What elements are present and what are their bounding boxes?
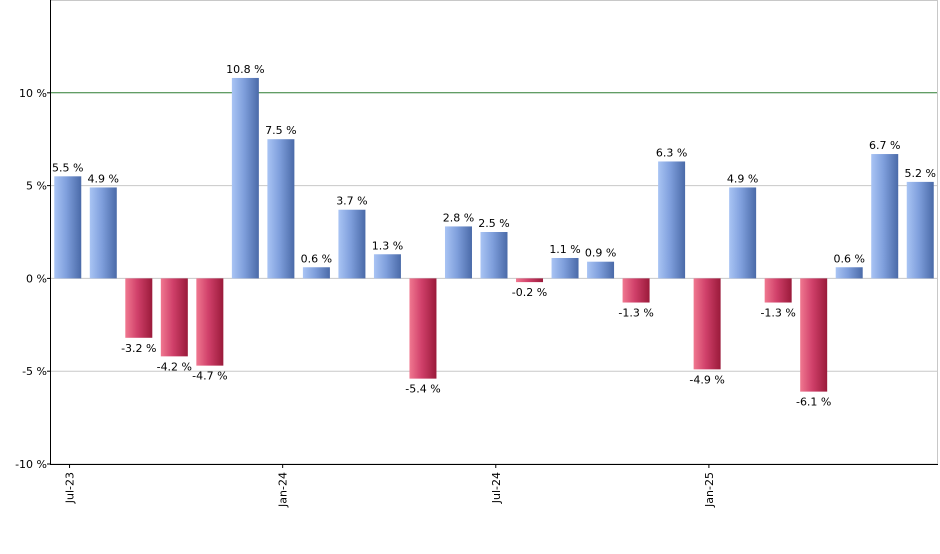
y-tick-label: -5 % bbox=[22, 365, 47, 378]
x-tick-label: Jan-24 bbox=[277, 472, 290, 508]
bar bbox=[906, 181, 934, 279]
bar bbox=[338, 209, 366, 279]
bar bbox=[658, 161, 686, 279]
y-tick-label: 0 % bbox=[26, 272, 47, 285]
bar-value-label: -1.3 % bbox=[618, 307, 653, 320]
bar bbox=[800, 278, 828, 392]
bar bbox=[89, 187, 117, 279]
bar-value-label: 5.2 % bbox=[905, 167, 936, 180]
bar bbox=[160, 278, 188, 357]
bar-value-label: 3.7 % bbox=[336, 195, 367, 208]
bar-value-label: 0.6 % bbox=[301, 252, 332, 265]
bar bbox=[551, 257, 579, 279]
bar-value-label: -6.1 % bbox=[796, 396, 831, 409]
bar-value-label: -1.3 % bbox=[760, 307, 795, 320]
bar bbox=[302, 267, 330, 279]
y-axis-tick-labels: -10 % -5 % 0 % 5 % 10 % bbox=[15, 87, 47, 471]
bar bbox=[125, 278, 153, 338]
bar-value-label: 0.9 % bbox=[585, 247, 616, 260]
y-tick-label: 5 % bbox=[26, 180, 47, 193]
bar bbox=[409, 278, 437, 379]
x-tick-label: Jul-24 bbox=[490, 472, 503, 504]
bar bbox=[516, 278, 544, 283]
bar bbox=[587, 261, 615, 279]
bar bbox=[693, 278, 721, 370]
bar bbox=[729, 187, 757, 279]
bar-value-label: 6.3 % bbox=[656, 146, 687, 159]
bar-value-label: 1.3 % bbox=[372, 239, 403, 252]
bar-value-label: 5.5 % bbox=[52, 161, 83, 174]
bar-value-label: 4.9 % bbox=[88, 172, 119, 185]
bar bbox=[622, 278, 650, 303]
bar-value-label: 2.5 % bbox=[478, 217, 509, 230]
bar bbox=[267, 139, 295, 279]
bar bbox=[231, 77, 259, 279]
bar-value-label: 4.9 % bbox=[727, 172, 758, 185]
x-tick-label: Jul-23 bbox=[64, 472, 77, 504]
x-axis-tick-labels: Jul-23 Jan-24 Jul-24 Jan-25 bbox=[64, 472, 716, 508]
bar-value-label: 0.6 % bbox=[833, 252, 864, 265]
bar bbox=[835, 267, 863, 279]
bar-value-label: 1.1 % bbox=[549, 243, 580, 256]
bar bbox=[54, 176, 82, 279]
bars bbox=[54, 77, 934, 392]
bar-value-label: 6.7 % bbox=[869, 139, 900, 152]
bar-value-label: 7.5 % bbox=[265, 124, 296, 137]
bar-value-label: -4.9 % bbox=[689, 373, 724, 386]
bar-value-label: -5.4 % bbox=[405, 383, 440, 396]
axes bbox=[47, 0, 938, 468]
x-tick-label: Jan-25 bbox=[703, 472, 716, 508]
bar bbox=[444, 226, 472, 279]
bar bbox=[764, 278, 792, 303]
bar-value-label: -4.2 % bbox=[157, 360, 192, 373]
bar-value-label: -0.2 % bbox=[512, 286, 547, 299]
value-labels: 5.5 % 4.9 % -3.2 %-4.2 %-4.7 % 10.8 % 7.5 % 0… bbox=[52, 63, 936, 409]
bar-value-label: 2.8 % bbox=[443, 211, 474, 224]
y-tick-label: -10 % bbox=[15, 458, 47, 471]
bar bbox=[871, 154, 899, 279]
bar-value-label: 10.8 % bbox=[226, 63, 264, 76]
bar bbox=[480, 232, 508, 279]
bar bbox=[373, 254, 401, 279]
y-tick-label: 10 % bbox=[19, 87, 47, 100]
bar-value-label: -3.2 % bbox=[121, 342, 156, 355]
bar-value-label: -4.7 % bbox=[192, 370, 227, 383]
bar bbox=[196, 278, 224, 366]
